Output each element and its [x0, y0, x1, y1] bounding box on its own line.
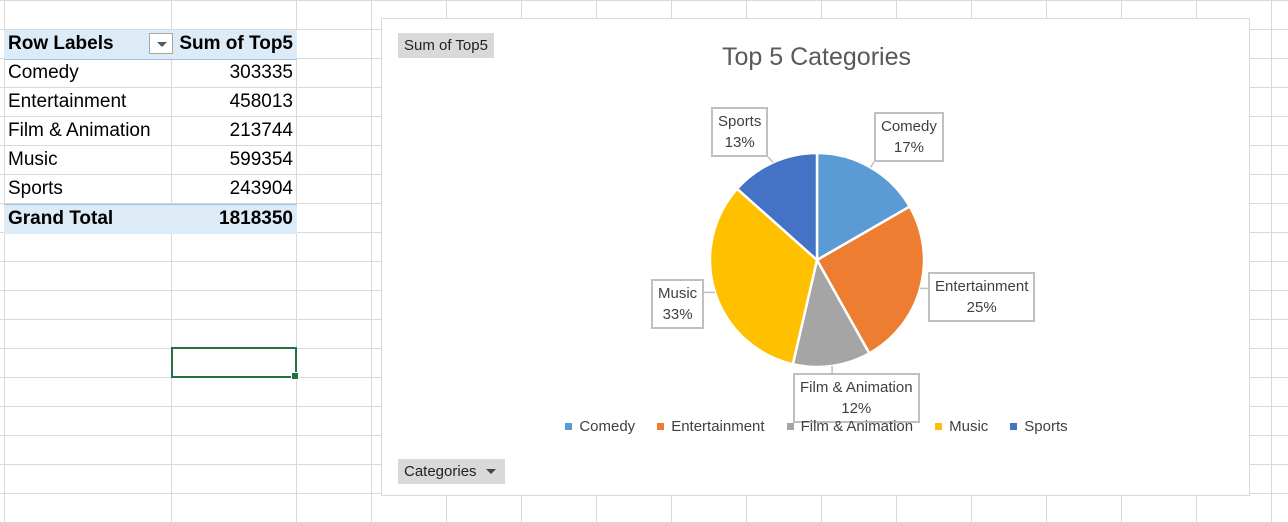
- grand-total-label[interactable]: Grand Total: [8, 208, 114, 229]
- pivot-row-label[interactable]: Music: [8, 149, 58, 170]
- pie-chart[interactable]: [382, 19, 1249, 495]
- chevron-down-icon: [485, 469, 496, 474]
- legend-swatch: [565, 423, 573, 430]
- pivot-row-value[interactable]: 599354: [229, 149, 293, 170]
- data-label-name: Music: [658, 285, 698, 302]
- data-label-entertainment[interactable]: Entertainment 25%: [928, 272, 1036, 322]
- legend-swatch: [1010, 423, 1018, 430]
- sum-field-button[interactable]: Sum of Top5: [398, 33, 494, 58]
- pivot-row-value[interactable]: 303335: [229, 62, 293, 83]
- categories-field-label: Categories: [404, 463, 477, 480]
- legend-item-music[interactable]: Music: [935, 418, 988, 435]
- chart-legend[interactable]: Comedy Entertainment Film & Animation Mu…: [382, 418, 1251, 435]
- legend-item-comedy[interactable]: Comedy: [565, 418, 635, 435]
- categories-field-button[interactable]: Categories: [398, 459, 505, 484]
- data-label-percent: 12%: [841, 400, 872, 417]
- data-label-percent: 33%: [662, 306, 693, 323]
- data-label-film-animation[interactable]: Film & Animation 12%: [793, 373, 920, 423]
- legend-item-entertainment[interactable]: Entertainment: [657, 418, 765, 435]
- pivot-row-value[interactable]: 458013: [229, 91, 293, 112]
- legend-label: Sports: [1024, 418, 1068, 435]
- pivot-row-value[interactable]: 213744: [229, 120, 293, 141]
- pivot-row[interactable]: Entertainment 458013: [4, 88, 297, 117]
- legend-swatch: [657, 423, 665, 430]
- sum-header[interactable]: Sum of Top5: [179, 33, 293, 54]
- data-label-percent: 13%: [724, 134, 755, 151]
- pie-slice-sports[interactable]: [735, 151, 819, 263]
- pivot-header-row[interactable]: Row Labels Sum of Top5: [4, 30, 297, 60]
- data-label-name: Sports: [718, 113, 762, 130]
- legend-label: Entertainment: [671, 418, 765, 435]
- pivot-row[interactable]: Music 599354: [4, 146, 297, 175]
- pivot-row-label[interactable]: Entertainment: [8, 91, 127, 112]
- grand-total-row[interactable]: Grand Total 1818350: [4, 204, 297, 234]
- leader-line: [767, 156, 774, 163]
- data-label-percent: 25%: [966, 299, 997, 316]
- legend-item-film-animation[interactable]: Film & Animation: [786, 418, 914, 435]
- data-label-name: Film & Animation: [800, 379, 913, 396]
- pivot-row[interactable]: Film & Animation 213744: [4, 117, 297, 146]
- data-label-name: Comedy: [881, 118, 937, 135]
- pivot-row[interactable]: Sports 243904: [4, 175, 297, 204]
- pie-slice-music[interactable]: [708, 187, 819, 366]
- pivot-chart[interactable]: Sum of Top5 Top 5 Categories Comedy 17% …: [381, 18, 1250, 496]
- chart-title[interactable]: Top 5 Categories: [721, 43, 911, 71]
- legend-label: Film & Animation: [800, 418, 914, 435]
- active-cell-selection[interactable]: [171, 347, 299, 380]
- pivot-row-label[interactable]: Film & Animation: [8, 120, 151, 141]
- legend-swatch: [935, 423, 943, 430]
- pivot-row-label[interactable]: Sports: [8, 178, 63, 199]
- legend-item-sports[interactable]: Sports: [1010, 418, 1068, 435]
- data-label-music[interactable]: Music 33%: [651, 279, 705, 329]
- pivot-row-value[interactable]: 243904: [229, 178, 293, 199]
- data-label-comedy[interactable]: Comedy 17%: [874, 112, 944, 162]
- data-label-sports[interactable]: Sports 13%: [711, 107, 769, 157]
- legend-swatch: [786, 423, 794, 430]
- row-labels-header[interactable]: Row Labels: [8, 33, 114, 54]
- pivot-row-label[interactable]: Comedy: [8, 62, 79, 83]
- legend-label: Music: [949, 418, 989, 435]
- pivot-row[interactable]: Comedy 303335: [4, 59, 297, 88]
- leader-line: [869, 161, 875, 168]
- grand-total-value[interactable]: 1818350: [219, 208, 293, 229]
- legend-label: Comedy: [579, 418, 636, 435]
- pie-slice-comedy[interactable]: [815, 151, 912, 263]
- row-labels-filter-button[interactable]: [149, 33, 173, 54]
- data-label-percent: 17%: [893, 139, 924, 156]
- data-label-name: Entertainment: [935, 278, 1029, 295]
